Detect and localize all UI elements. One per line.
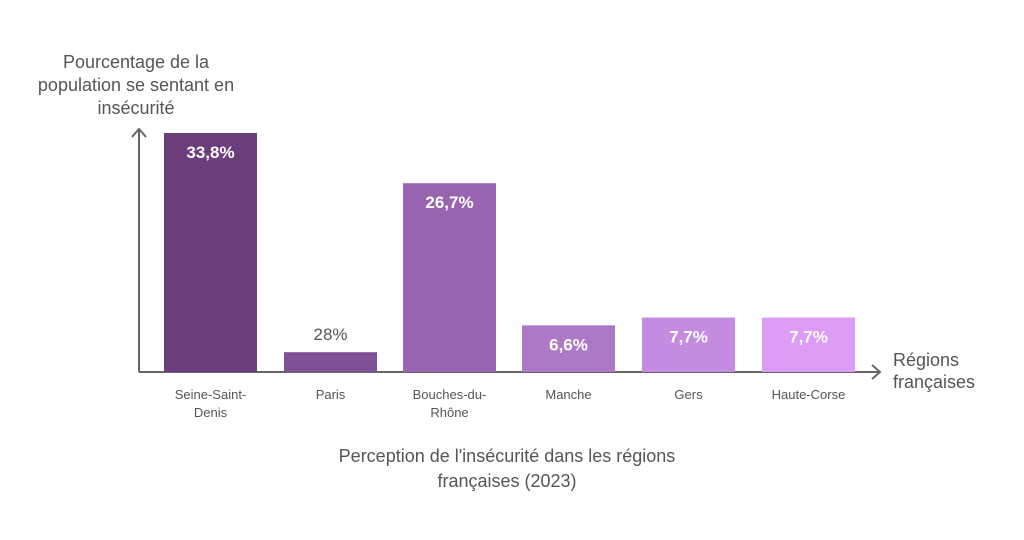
data-label: 7,7% [789, 328, 828, 347]
chart-title: Perception de l'insécurité dans les régi… [339, 446, 676, 491]
x-axis-label-line: Régions [893, 350, 959, 370]
x-tick-label: Rhône [430, 405, 468, 420]
y-axis-label-line: Pourcentage de la [63, 52, 210, 72]
y-axis-label-line: population se sentant en [38, 75, 234, 95]
data-label: 6,6% [549, 335, 588, 354]
chart-title-line: Perception de l'insécurité dans les régi… [339, 446, 676, 466]
x-tick-label: Haute-Corse [772, 387, 846, 402]
x-axis-label-line: françaises [893, 372, 975, 392]
y-axis-arrow-icon [131, 127, 147, 138]
x-tick-label: Seine-Saint- [175, 387, 247, 402]
y-axis-label: Pourcentage de la population se sentant e… [38, 52, 234, 118]
x-tick-label: Denis [194, 405, 228, 420]
x-tick-label: Bouches-du- [413, 387, 487, 402]
bar [284, 352, 377, 372]
x-tick-label: Paris [316, 387, 346, 402]
bar [164, 133, 257, 372]
bar [642, 317, 735, 372]
x-axis-arrow-icon [871, 364, 882, 380]
bar [762, 317, 855, 372]
data-label: 33,8% [186, 143, 234, 162]
data-label: 26,7% [425, 193, 473, 212]
x-tick-label: Manche [545, 387, 591, 402]
chart-title-line: françaises (2023) [437, 471, 576, 491]
bar [403, 183, 496, 372]
y-axis-label-line: insécurité [97, 98, 174, 118]
data-label: 28% [313, 325, 347, 344]
x-tick-label: Gers [674, 387, 703, 402]
data-label: 7,7% [669, 328, 708, 347]
bar [522, 325, 615, 372]
